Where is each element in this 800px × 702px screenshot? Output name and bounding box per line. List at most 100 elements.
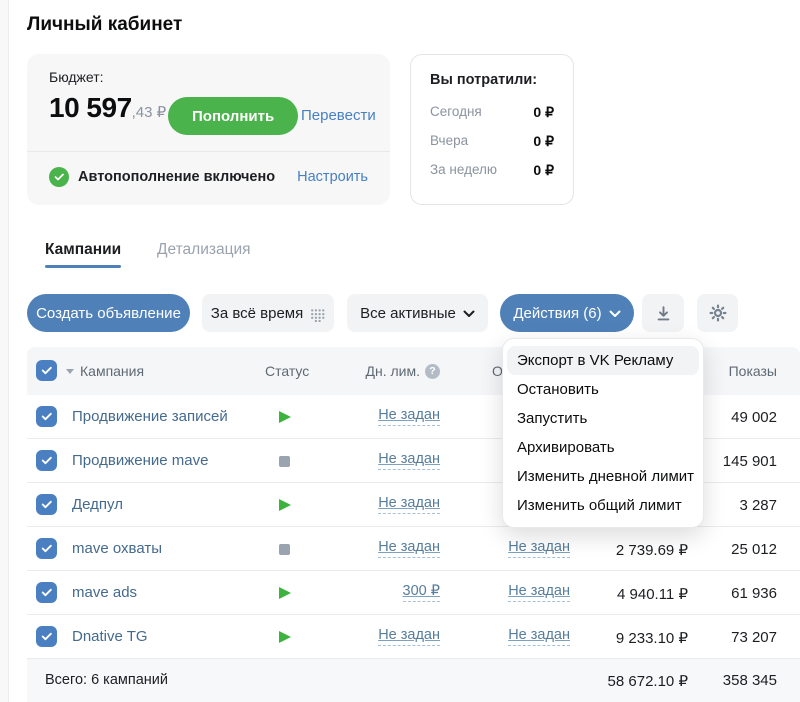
- table-row: mave охваты Не задан Не задан 2 739.69 ₽…: [27, 527, 800, 571]
- page-left-edge: [0, 0, 9, 702]
- spent-card-title: Вы потратили:: [430, 72, 538, 88]
- menu-item-start[interactable]: Запустить: [517, 410, 588, 427]
- daily-limit-link[interactable]: Не задан: [378, 539, 440, 558]
- row-checkbox[interactable]: [36, 450, 57, 471]
- budget-amount-main: 10 597: [49, 92, 132, 123]
- campaign-link[interactable]: Продвижение mave: [72, 452, 209, 469]
- daily-limit-link[interactable]: Не задан: [378, 407, 440, 426]
- period-filter-button[interactable]: За всё время: [202, 294, 334, 332]
- campaign-link[interactable]: mave ads: [72, 584, 138, 601]
- status-icon: [279, 456, 290, 467]
- budget-amount-fraction: ,43 ₽: [131, 104, 167, 121]
- menu-item-edit-total-limit[interactable]: Изменить общий лимит: [517, 497, 682, 514]
- page-title: Личный кабинет: [27, 14, 183, 35]
- row-checkbox[interactable]: [36, 494, 57, 515]
- spent-row-value: 0 ₽: [533, 104, 554, 120]
- chevron-down-icon: [463, 310, 475, 318]
- spent-card: Вы потратили: Сегодня 0 ₽ Вчера 0 ₽ За н…: [410, 54, 574, 205]
- daily-limit-link[interactable]: Не задан: [378, 627, 440, 646]
- header-impressions: Показы: [728, 363, 777, 379]
- spent-row-label: Сегодня: [430, 104, 482, 119]
- spent-row-label: За неделю: [430, 162, 498, 177]
- impressions-value: 145 901: [722, 453, 777, 470]
- footer-total-label: Всего: 6 кампаний: [45, 672, 168, 688]
- status-filter-button[interactable]: Все активные: [347, 294, 488, 332]
- spent-row-value: 0 ₽: [533, 133, 554, 149]
- menu-item-archive[interactable]: Архивировать: [517, 439, 615, 456]
- spent-row-today: Сегодня 0 ₽: [430, 104, 554, 124]
- create-ad-button[interactable]: Создать объявление: [27, 294, 190, 332]
- tab-details[interactable]: Детализация: [157, 241, 251, 258]
- autopay-check-icon: [49, 167, 69, 187]
- status-icon: [279, 631, 291, 643]
- campaign-link[interactable]: Продвижение записей: [72, 408, 228, 425]
- export-download-button[interactable]: [642, 294, 684, 332]
- table-footer-row: Всего: 6 кампаний 58 672.10 ₽ 358 345: [27, 659, 800, 702]
- active-tab-underline: [45, 265, 121, 268]
- calendar-grid-icon: [310, 307, 325, 322]
- footer-total-spent: 58 672.10 ₽: [607, 673, 688, 690]
- gear-icon: [709, 304, 727, 322]
- menu-item-edit-daily-limit[interactable]: Изменить дневной лимит: [517, 468, 695, 485]
- actions-dropdown-menu: Экспорт в VK Рекламу Остановить Запустит…: [502, 338, 704, 528]
- daily-limit-link[interactable]: 300 ₽: [402, 583, 440, 602]
- chevron-down-icon: [609, 310, 621, 318]
- select-all-checkbox[interactable]: [36, 360, 57, 381]
- actions-button-label: Действия (6): [513, 304, 602, 322]
- spent-value: 2 739.69 ₽: [615, 542, 688, 559]
- total-limit-link[interactable]: Не задан: [508, 583, 570, 602]
- help-question-icon[interactable]: [425, 363, 440, 379]
- status-icon: [279, 499, 291, 511]
- row-checkbox[interactable]: [36, 582, 57, 603]
- spent-row-yesterday: Вчера 0 ₽: [430, 133, 554, 153]
- menu-item-stop[interactable]: Остановить: [517, 381, 599, 398]
- impressions-value: 61 936: [731, 585, 777, 602]
- actions-button[interactable]: Действия (6): [500, 294, 634, 332]
- header-campaign[interactable]: Кампания: [80, 363, 145, 379]
- spent-value: 9 233.10 ₽: [615, 630, 688, 647]
- transfer-link[interactable]: Перевести: [301, 107, 376, 124]
- impressions-value: 25 012: [731, 541, 777, 558]
- table-row: Dnative TG Не задан Не задан 9 233.10 ₽ …: [27, 615, 800, 659]
- status-filter-label: Все активные: [360, 304, 456, 322]
- impressions-value: 73 207: [731, 629, 777, 646]
- campaign-link[interactable]: Dnative TG: [72, 628, 148, 645]
- settings-gear-button[interactable]: [697, 294, 738, 332]
- status-icon: [279, 544, 290, 555]
- impressions-value: 49 002: [731, 409, 777, 426]
- header-status: Статус: [265, 363, 310, 379]
- daily-limit-link[interactable]: Не задан: [378, 451, 440, 470]
- budget-card-divider: [27, 151, 390, 152]
- spent-row-label: Вчера: [430, 133, 469, 148]
- status-icon: [279, 411, 291, 423]
- download-icon: [655, 305, 672, 322]
- status-icon: [279, 587, 291, 599]
- budget-label: Бюджет:: [49, 69, 104, 85]
- row-checkbox[interactable]: [36, 538, 57, 559]
- tab-campaigns[interactable]: Кампании: [45, 241, 122, 258]
- row-checkbox[interactable]: [36, 406, 57, 427]
- campaign-link[interactable]: Дедпул: [72, 496, 123, 513]
- row-checkbox[interactable]: [36, 626, 57, 647]
- sort-arrow-icon[interactable]: [66, 369, 74, 374]
- period-filter-label: За всё время: [210, 304, 304, 322]
- budget-card: Бюджет: 10 597,43 ₽ Пополнить Перевести …: [27, 54, 390, 205]
- total-limit-link[interactable]: Не задан: [508, 627, 570, 646]
- budget-amount: 10 597,43 ₽: [49, 92, 166, 124]
- header-daily-limit: Дн. лим.: [365, 363, 440, 379]
- menu-item-export-vk[interactable]: Экспорт в VK Рекламу: [507, 346, 699, 375]
- campaigns-table: Кампания Статус Дн. лим. Общ. лим. Показ…: [27, 347, 800, 702]
- table-row: mave ads 300 ₽ Не задан 4 940.11 ₽ 61 93…: [27, 571, 800, 615]
- total-limit-link[interactable]: Не задан: [508, 539, 570, 558]
- autopay-configure-link[interactable]: Настроить: [297, 169, 368, 185]
- campaign-link[interactable]: mave охваты: [72, 540, 162, 557]
- autopay-status-text: Автопополнение включено: [78, 169, 276, 185]
- spent-value: 4 940.11 ₽: [617, 586, 688, 603]
- spent-row-value: 0 ₽: [533, 162, 554, 178]
- impressions-value: 3 287: [739, 497, 777, 514]
- topup-button[interactable]: Пополнить: [168, 97, 299, 135]
- daily-limit-link[interactable]: Не задан: [378, 495, 440, 514]
- spent-row-week: За неделю 0 ₽: [430, 162, 554, 182]
- header-daily-limit-label: Дн. лим.: [365, 363, 421, 379]
